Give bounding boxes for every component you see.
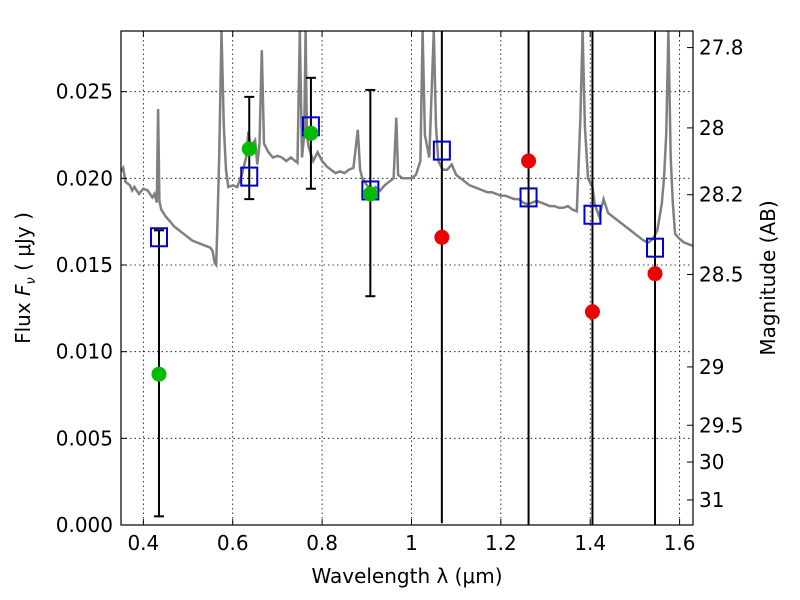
- mag-tick-label: 28: [699, 116, 724, 140]
- mag-tick-label: 30: [699, 450, 724, 474]
- y-tick-label: 0.020: [56, 166, 113, 190]
- green-point: [151, 366, 167, 382]
- red-point: [434, 229, 450, 245]
- y-tick-label: 0.005: [56, 426, 113, 450]
- red-point: [647, 266, 663, 282]
- model-box: [240, 166, 259, 187]
- grid: [121, 31, 693, 526]
- mag-tick-label: 27.8: [699, 36, 744, 60]
- y-tick-label: 0.015: [56, 253, 113, 277]
- data-points: [151, 125, 663, 382]
- x-tick-label: 0.6: [217, 531, 249, 555]
- model-box: [519, 187, 538, 208]
- axis-ticks: 0.4 0.6 0.8 1 1.2 1.4 1.6 0.000 0.005 0.010 0.015 0…: [56, 31, 744, 555]
- red-point: [521, 153, 537, 169]
- green-point: [303, 125, 319, 141]
- model-boxes: [149, 116, 665, 258]
- spectrum-line: [121, 31, 693, 269]
- mag-tick-label: 29: [699, 355, 724, 379]
- green-point: [241, 141, 257, 157]
- mag-tick-label: 28.5: [699, 262, 744, 286]
- y-axis-label-right: Magnitude (AB): [756, 200, 780, 355]
- model-box: [583, 204, 602, 225]
- plot-frame: [120, 30, 694, 526]
- mag-tick-label: 31: [699, 488, 724, 512]
- x-tick-label: 1.2: [485, 531, 517, 555]
- x-tick-label: 1.4: [574, 531, 606, 555]
- y-tick-label: 0.000: [56, 513, 113, 537]
- x-tick-label: 0.8: [306, 531, 338, 555]
- model-box: [646, 237, 665, 258]
- red-point: [584, 304, 600, 320]
- model-box: [432, 140, 451, 161]
- x-tick-label: 1: [405, 531, 418, 555]
- green-point: [362, 186, 378, 202]
- x-tick-label: 1.6: [664, 531, 696, 555]
- model-box: [149, 227, 168, 248]
- mag-tick-label: 29.5: [699, 413, 744, 437]
- y-tick-label: 0.010: [56, 340, 113, 364]
- y-axis-label-left: Flux Fν ( μJy ): [11, 212, 39, 344]
- mag-tick-label: 28.2: [699, 183, 744, 207]
- y-tick-label: 0.025: [56, 80, 113, 104]
- x-axis-label: Wavelength λ (μm): [311, 564, 502, 588]
- x-tick-label: 0.4: [127, 531, 159, 555]
